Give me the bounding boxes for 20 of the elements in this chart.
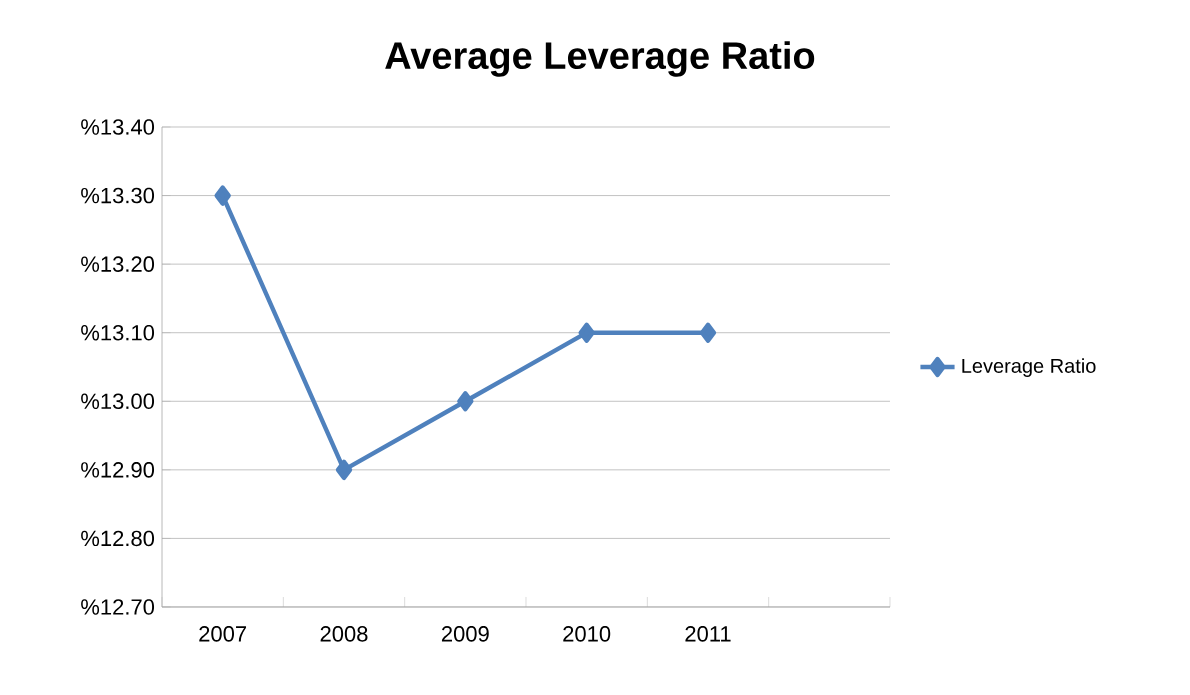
y-tick-label: %13.20	[81, 256, 155, 272]
point	[335, 459, 353, 481]
x-tick-label: 2010	[563, 626, 611, 642]
y-tick-label: %13.30	[81, 187, 155, 204]
y-tick-label: %12.80	[81, 530, 155, 547]
x-tick-label: 2011	[685, 626, 731, 642]
y-tick-label: %12.90	[81, 462, 155, 478]
y-tick-label: %12.70	[81, 599, 155, 615]
point	[578, 322, 595, 343]
point	[457, 391, 474, 412]
x-tick-label: 2007	[199, 626, 247, 642]
y-tick-label: %13.10	[81, 324, 155, 341]
y-tick-label: %13.00	[81, 393, 155, 410]
point	[214, 185, 231, 206]
legend-label: Leverage Ratio	[962, 358, 1096, 377]
point	[699, 322, 717, 343]
x-tick-label: 2009	[441, 626, 489, 642]
chart-title: Average Leverage Ratio	[385, 41, 815, 77]
y-tick-label: %13.40	[81, 119, 155, 135]
x-tick-label: 2008	[320, 626, 368, 642]
